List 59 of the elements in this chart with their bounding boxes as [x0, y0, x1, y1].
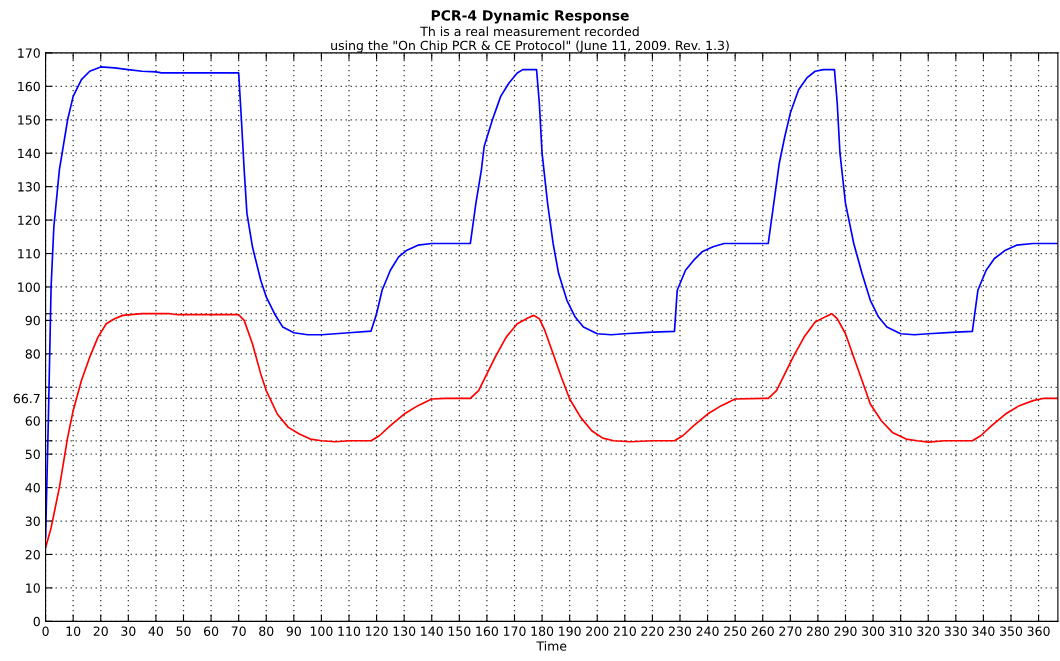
x-tick-label: 150 — [448, 626, 471, 636]
y-tick-label: 150 — [18, 115, 40, 125]
y-tick-label: 66.7 — [13, 393, 40, 404]
x-tick-label: 270 — [779, 626, 802, 636]
x-tick-label: 40 — [148, 626, 164, 636]
x-tick-label: 140 — [421, 626, 443, 636]
y-tick-label: 10 — [26, 583, 40, 593]
x-tick-label: 80 — [259, 626, 274, 636]
y-tick-label: 20 — [25, 549, 40, 560]
x-tick-label: 290 — [834, 626, 857, 636]
x-tick-label: 350 — [1000, 626, 1023, 636]
x-tick-label: 360 — [1027, 626, 1050, 636]
x-tick-label: 280 — [806, 626, 830, 636]
x-tick-label: 300 — [862, 626, 885, 636]
y-tick-label: 170 — [18, 48, 40, 58]
y-tick-label: 140 — [18, 148, 40, 159]
x-tick-label: 90 — [286, 626, 301, 636]
x-tick-label: 130 — [393, 626, 416, 636]
x-tick-label: 190 — [559, 626, 581, 636]
x-tick-label: 100 — [310, 626, 333, 636]
x-tick-label: 20 — [93, 626, 108, 636]
y-tick-label: 80 — [25, 349, 40, 359]
y-tick-label: 130 — [18, 182, 40, 192]
y-tick-label: 110 — [18, 248, 40, 259]
x-tick-label: 10 — [66, 626, 81, 636]
x-tick-label: 220 — [641, 626, 664, 636]
y-tick-label: 90 — [25, 315, 40, 326]
x-tick-label: 50 — [176, 626, 191, 636]
x-tick-label: 160 — [476, 626, 499, 636]
x-tick-label: 230 — [668, 626, 692, 636]
x-tick-label: 120 — [366, 626, 388, 636]
y-tick-label: 100 — [18, 282, 40, 292]
x-tick-label: 250 — [724, 626, 747, 636]
x-tick-label: 0 — [42, 626, 49, 636]
x-tick-label: 70 — [231, 626, 246, 636]
y-tick-label: 50 — [25, 449, 40, 460]
y-tick-label: 40 — [25, 483, 40, 493]
y-tick-label: 30 — [25, 516, 40, 526]
line-series — [45, 312, 1058, 549]
chart-title: PCR-4 Dynamic Response — [431, 9, 629, 24]
x-tick-label: 180 — [531, 626, 554, 636]
x-tick-label: 110 — [338, 626, 361, 636]
x-tick-label: 30 — [121, 626, 136, 636]
y-tick-label: 160 — [18, 81, 40, 92]
x-tick-label: 240 — [696, 626, 719, 636]
y-tick-label: 120 — [18, 215, 40, 225]
x-tick-label: 60 — [204, 626, 219, 636]
x-tick-label: 170 — [503, 626, 526, 636]
chart-subtitle: Th is a real measurement recorded using the "On Chip PCR & CE Protocol" (June 11, 2009. Rev. 1.3) — [331, 26, 729, 53]
x-tick-label: 310 — [889, 626, 912, 636]
x-tick-label: 340 — [972, 626, 995, 636]
x-tick-label: 260 — [751, 626, 774, 636]
x-tick-label: 330 — [944, 626, 967, 636]
x-tick-label: 320 — [917, 626, 940, 636]
x-tick-label: 200 — [586, 626, 609, 636]
y-tick-label: 60 — [25, 416, 40, 426]
x-tick-label: 210 — [613, 626, 636, 636]
x-axis-title: Time — [536, 641, 567, 651]
y-tick-label: 0 — [33, 616, 40, 627]
